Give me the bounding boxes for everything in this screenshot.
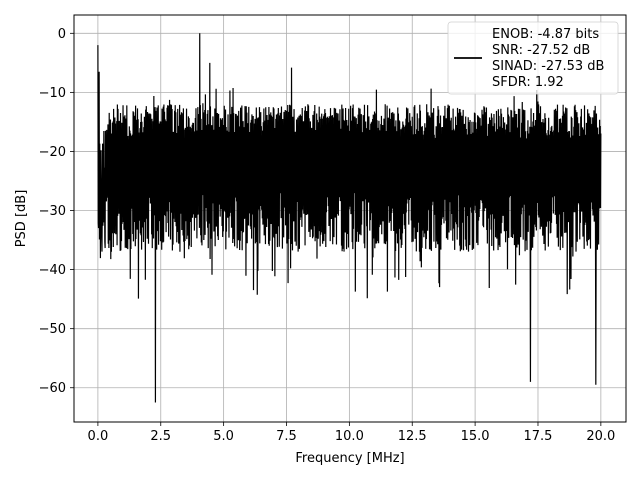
x-tick-label: 10.0: [335, 429, 364, 444]
y-tick-label: −60: [39, 381, 66, 396]
x-tick-label: 5.0: [213, 429, 234, 444]
x-tick-label: 20.0: [586, 429, 615, 444]
x-tick-label: 7.5: [276, 429, 297, 444]
y-tick-label: −20: [39, 145, 66, 160]
y-tick-label: −50: [39, 322, 66, 337]
x-tick-label: 12.5: [398, 429, 427, 444]
y-tick-label: −10: [39, 86, 66, 101]
y-axis-ticks: 0 −10 −20 −30 −40 −50 −60: [39, 27, 74, 396]
x-tick-label: 2.5: [150, 429, 171, 444]
y-tick-label: −30: [39, 204, 66, 219]
legend-box: [447, 21, 619, 95]
legend-entry: SFDR: 1.92: [492, 75, 564, 90]
x-tick-label: 17.5: [524, 429, 553, 444]
y-axis-label: PSD [dB]: [14, 190, 29, 248]
legend-entry: SNR: -27.52 dB: [492, 43, 590, 58]
plot-area: [97, 33, 602, 403]
x-axis-label: Frequency [MHz]: [295, 451, 404, 466]
psd-series-line: [97, 33, 602, 403]
axes-frame: [73, 14, 627, 423]
legend-entry: ENOB: -4.87 bits: [492, 27, 599, 42]
x-axis-ticks: 0.0 2.5 5.0 7.5 10.0 12.5 15.0 17.5 20.0: [88, 422, 615, 444]
y-tick-label: 0: [58, 27, 66, 42]
y-tick-label: −40: [39, 263, 66, 278]
x-tick-label: 0.0: [88, 429, 109, 444]
legend-entry: SINAD: -27.53 dB: [492, 59, 604, 74]
x-tick-label: 15.0: [461, 429, 490, 444]
